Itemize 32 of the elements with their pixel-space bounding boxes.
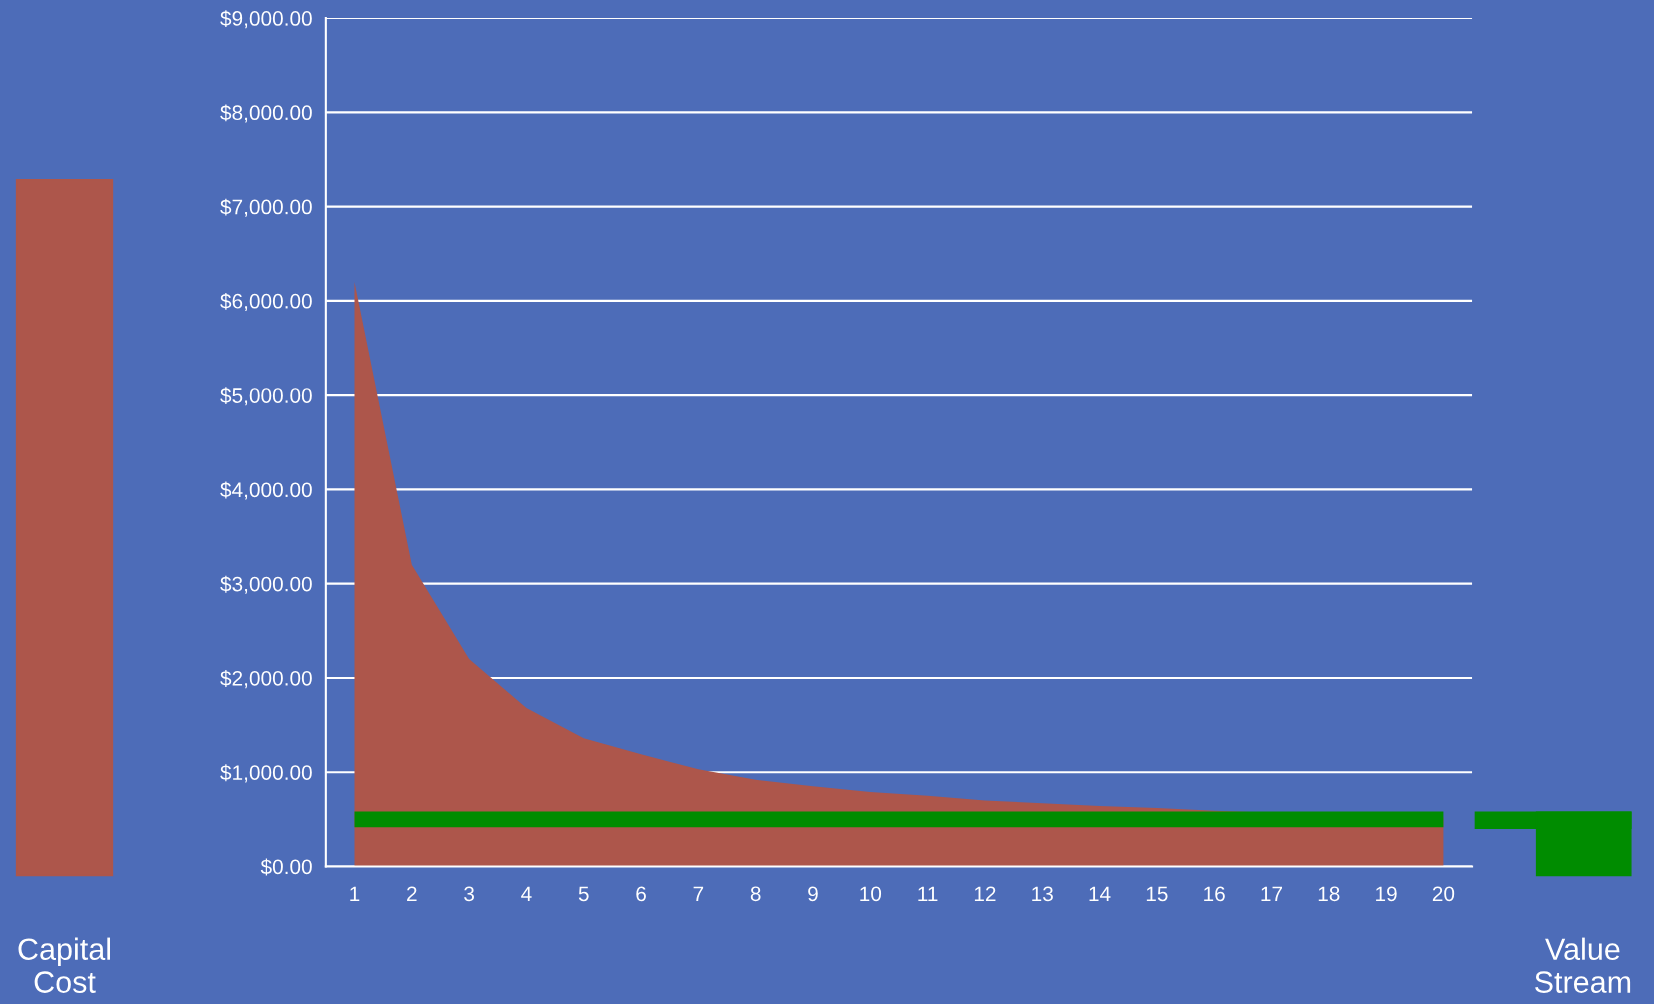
y-tick-label: $6,000.00 <box>220 292 312 312</box>
x-tick-label: 12 <box>974 886 996 901</box>
x-tick-label: 14 <box>1089 886 1111 901</box>
x-tick-label: 3 <box>464 886 474 902</box>
x-tick-label: 11 <box>918 886 938 901</box>
x-tick-label: 20 <box>1432 886 1455 902</box>
x-tick-label: 10 <box>860 886 882 902</box>
text: Value Stream <box>1535 937 1631 993</box>
y-tick-label: $9,000.00 <box>220 10 312 29</box>
x-tick-label: 18 <box>1318 886 1340 902</box>
y-tick-label: $0.00 <box>260 858 312 876</box>
x-tick-label: 16 <box>1204 886 1225 902</box>
x-tick-label: 9 <box>808 886 818 902</box>
x-tick-label: 7 <box>693 886 704 901</box>
x-tick-label: 6 <box>636 886 646 902</box>
y-tick-label: $8,000.00 <box>220 104 312 123</box>
x-tick-label: 2 <box>407 886 417 901</box>
x-tick-label: 13 <box>1032 886 1053 902</box>
x-tick-label: 17 <box>1261 886 1283 901</box>
x-tick-label: 1 <box>350 886 360 901</box>
text: Capital Cost <box>18 937 111 993</box>
x-tick-label: 4 <box>521 886 532 901</box>
y-tick-label: $2,000.00 <box>220 670 312 689</box>
y-tick-label: $4,000.00 <box>220 481 312 500</box>
x-tick-label: 15 <box>1146 886 1168 902</box>
y-tick-label: $3,000.00 <box>220 575 312 594</box>
y-tick-label: $7,000.00 <box>220 198 312 217</box>
y-tick-label: $1,000.00 <box>220 764 312 783</box>
x-tick-label: 5 <box>578 886 589 902</box>
x-tick-label: 19 <box>1376 886 1397 902</box>
x-tick-label: 8 <box>750 886 761 902</box>
y-tick-label: $5,000.00 <box>220 387 312 406</box>
